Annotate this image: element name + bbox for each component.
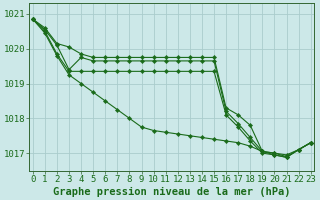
X-axis label: Graphe pression niveau de la mer (hPa): Graphe pression niveau de la mer (hPa) — [53, 186, 291, 197]
